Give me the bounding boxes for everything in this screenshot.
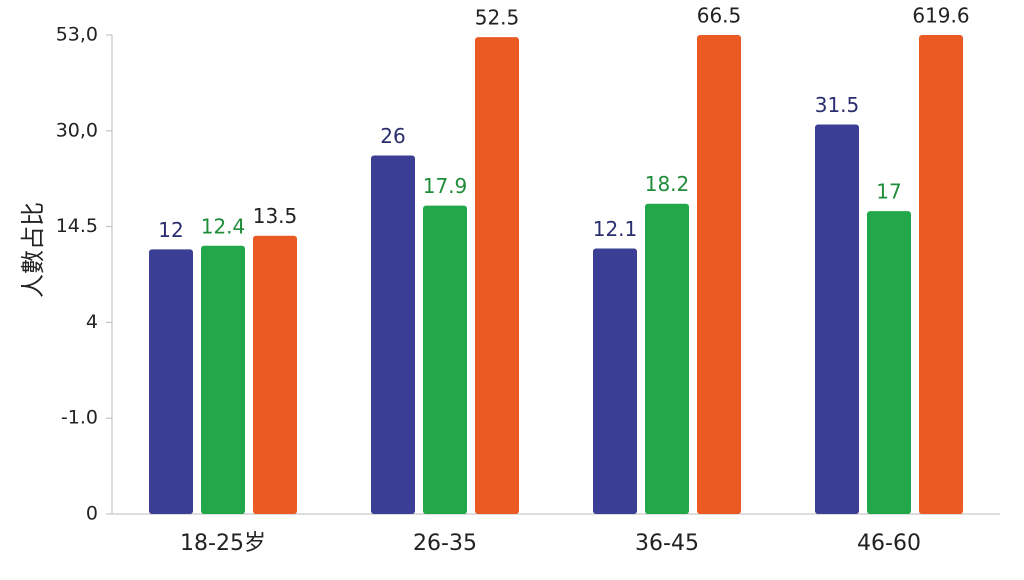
y-tick-label: 30,0 [56, 119, 98, 141]
bar [371, 155, 415, 514]
bar [201, 245, 245, 514]
x-tick-label: 26-35 [413, 531, 477, 556]
bar [149, 249, 193, 514]
bar [815, 124, 859, 514]
y-tick-label: 0 [86, 503, 98, 525]
value-label: 52.5 [475, 6, 520, 30]
bar [645, 203, 689, 514]
bar [867, 211, 911, 515]
bar [919, 35, 963, 514]
y-axis-label: 人數占比 [19, 202, 47, 298]
y-tick-label: 14.5 [56, 215, 98, 237]
y-tick-label: 53,0 [56, 24, 98, 46]
bar [423, 205, 467, 514]
value-label: 18.2 [645, 172, 690, 196]
y-tick-label: 4 [86, 311, 98, 333]
value-label: 13.5 [253, 204, 298, 228]
x-tick-label: 46-60 [857, 531, 921, 556]
value-label: 17 [876, 180, 901, 204]
y-tick-label: -1.0 [61, 407, 98, 429]
bar [475, 37, 519, 514]
bar [253, 235, 297, 514]
value-label: 66.5 [697, 4, 742, 28]
value-label: 12.4 [201, 214, 246, 238]
value-label: 619.6 [912, 4, 969, 28]
value-label: 17.9 [423, 174, 468, 198]
value-label: 31.5 [815, 93, 860, 117]
x-tick-label: 18-25岁 [180, 531, 266, 556]
x-tick-label: 36-45 [635, 531, 699, 556]
value-label: 12.1 [593, 217, 638, 241]
bar [697, 35, 741, 514]
value-label: 12 [158, 218, 183, 242]
bar [593, 248, 637, 515]
value-label: 26 [380, 124, 405, 148]
